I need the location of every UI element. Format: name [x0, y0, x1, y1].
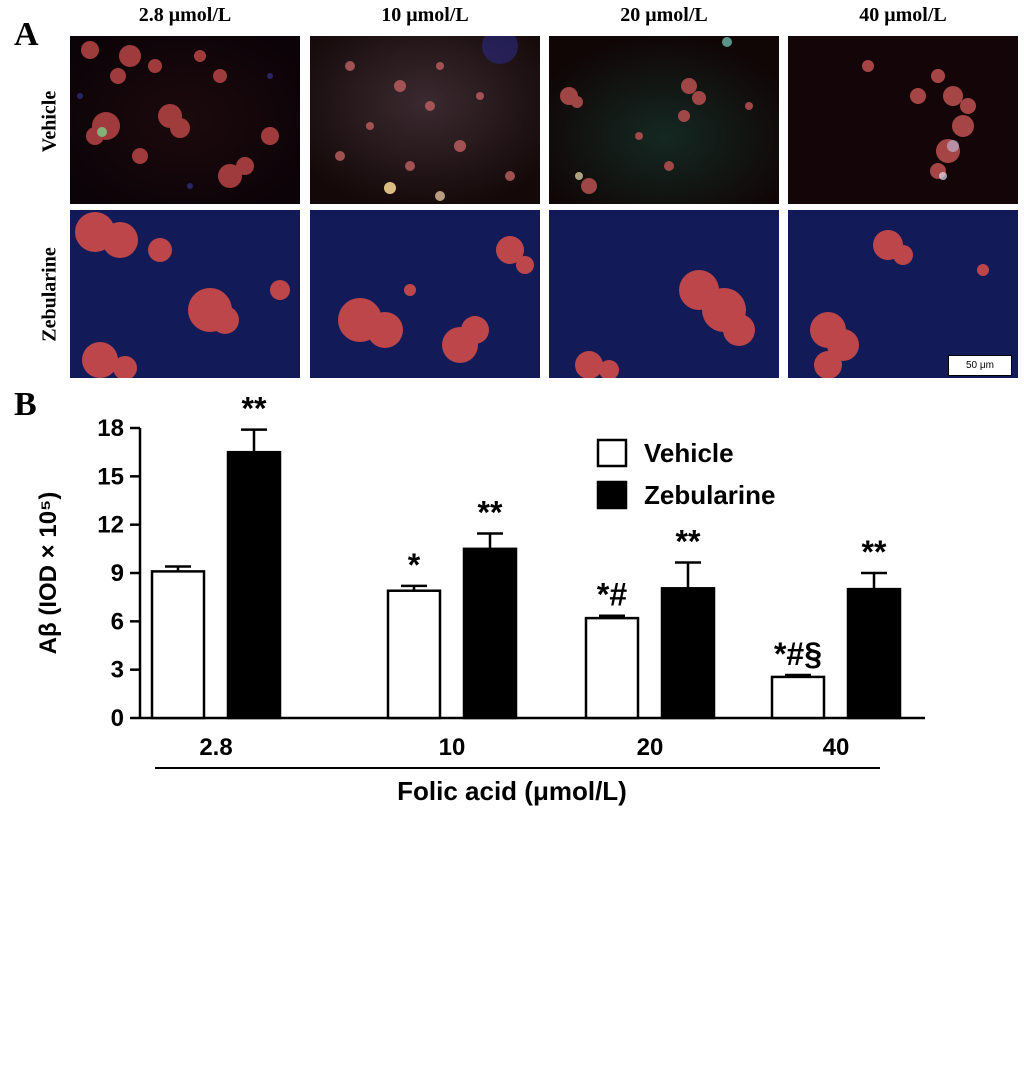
- column-header-20: 20 μmol/L: [620, 4, 708, 26]
- x-tick-label: 20: [637, 734, 664, 761]
- bar-zebularine-2.8: [226, 450, 282, 720]
- y-tick-label: 12: [97, 512, 124, 539]
- micrograph-zebularine-10: [310, 210, 540, 378]
- panel-b-label: B: [14, 386, 37, 423]
- bar-zebularine-40: [846, 587, 902, 720]
- y-tick-label: 15: [97, 463, 124, 490]
- significance-label: **: [676, 524, 701, 560]
- micrograph-zebularine-2.8: [70, 210, 300, 378]
- y-tick-label: 18: [97, 415, 124, 442]
- y-tick-label: 3: [111, 657, 124, 684]
- x-axis-title: Folic acid (μmol/L): [397, 776, 627, 806]
- bar-chart: 0 3 6 9 12 15 18 Aβ (IOD × 10⁵) * *# *#§ ** ** ** ** 2.…: [35, 391, 925, 806]
- significance-label: **: [242, 391, 267, 427]
- bar-zebularine-10: [462, 547, 518, 720]
- scale-bar: 50 μm: [948, 355, 1012, 376]
- row-label-vehicle: Vehicle: [38, 90, 61, 153]
- bar-zebularine-20: [660, 587, 716, 720]
- y-tick-label: 6: [111, 608, 124, 635]
- legend-swatch-zebularine: [596, 480, 628, 510]
- significance-label: *: [408, 547, 421, 583]
- panel-a-label: A: [14, 16, 39, 53]
- y-axis-title: Aβ (IOD × 10⁵): [35, 492, 62, 655]
- x-tick-label: 10: [439, 734, 466, 761]
- legend-label-vehicle: Vehicle: [644, 438, 734, 468]
- x-tick-label: 2.8: [199, 734, 232, 761]
- legend-label-zebularine: Zebularine: [644, 480, 775, 510]
- micrograph-zebularine-20: [549, 210, 779, 378]
- bar-vehicle-10: [386, 589, 442, 720]
- bar-vehicle-40: [770, 675, 826, 720]
- column-header-40: 40 μmol/L: [859, 4, 947, 26]
- significance-label: *#: [597, 577, 627, 613]
- x-tick-label: 40: [823, 734, 850, 761]
- bar-vehicle-20: [584, 616, 640, 720]
- micrograph-vehicle-40: [788, 36, 1018, 204]
- column-header-2.8: 2.8 μmol/L: [138, 4, 232, 26]
- y-tick-label: 9: [111, 560, 124, 587]
- micrograph-zebularine-40: [788, 210, 1018, 378]
- column-header-10: 10 μmol/L: [381, 4, 469, 26]
- significance-label: **: [478, 495, 503, 531]
- y-tick-label: 0: [111, 705, 124, 732]
- legend-swatch-vehicle: [596, 438, 628, 468]
- significance-label: **: [862, 534, 887, 570]
- micrograph-vehicle-10: [310, 36, 540, 204]
- micrograph-vehicle-20: [549, 36, 779, 204]
- significance-label: *#§: [774, 636, 822, 672]
- bar-vehicle-2.8: [150, 570, 206, 720]
- micrograph-vehicle-2.8: [70, 36, 300, 204]
- row-label-zebularine: Zebularine: [38, 247, 61, 342]
